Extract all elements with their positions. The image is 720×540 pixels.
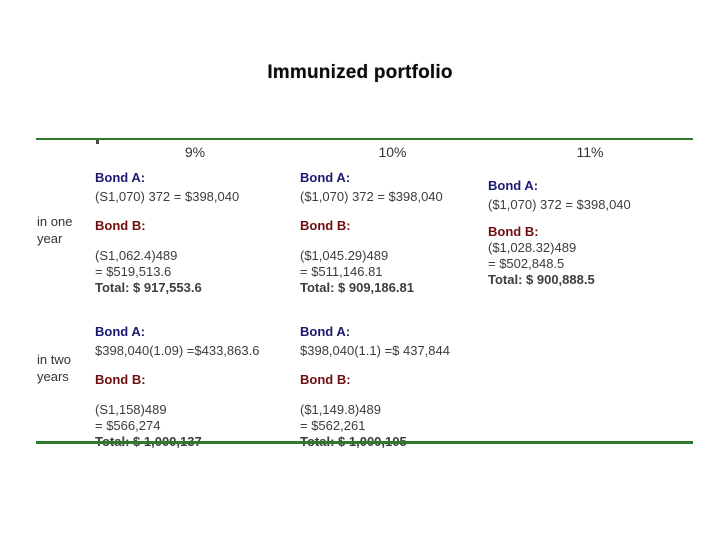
bond-a-label: Bond A: xyxy=(300,324,351,339)
bond-b-label: Bond B: xyxy=(95,218,146,233)
bond-a-calc: $398,040(1.1) =$ 437,844 xyxy=(300,343,450,358)
table-column-tick xyxy=(96,140,99,144)
column-header-10pct: 10% xyxy=(378,144,407,160)
column-header-11pct: 11% xyxy=(576,144,604,160)
bond-b-calc-line2: = $562,261 xyxy=(300,418,366,433)
bond-b-calc-line1: (S1,062.4)489 xyxy=(95,248,178,263)
bond-b-calc-line2: = $502,848.5 xyxy=(488,256,565,271)
bond-a-label: Bond A: xyxy=(95,324,146,339)
bond-b-calc-line1: ($1,045.29)489 xyxy=(300,248,389,263)
cell-total: Total: $ 917,553.6 xyxy=(95,280,202,295)
bond-b-calc-line2: = $511,146.81 xyxy=(300,264,383,279)
cell-two-years-10pct: Bond A: $398,040(1.1) =$ 437,844 Bond B:… xyxy=(300,324,450,450)
cell-total: Total: $ 909,186.81 xyxy=(300,280,414,295)
cell-two-years-9pct: Bond A: $398,040(1.09) =$433,863.6 Bond … xyxy=(95,324,259,450)
bond-a-calc: ($1,070) 372 = $398,040 xyxy=(300,189,443,204)
bond-b-calc-line2: = $566,274 xyxy=(95,418,161,433)
table-bottom-border xyxy=(36,441,693,444)
bond-a-calc: (S1,070) 372 = $398,040 xyxy=(95,189,240,204)
row-label-in-two-years: in two years xyxy=(37,352,71,384)
bond-b-calc-line1: ($1,149.8)489 xyxy=(300,402,381,417)
row-label-in-one-year: in one year xyxy=(37,214,73,246)
table-top-border xyxy=(36,138,693,140)
bond-b-label: Bond B: xyxy=(300,372,351,387)
bond-a-calc: ($1,070) 372 = $398,040 xyxy=(488,197,631,212)
cell-one-year-10pct: Bond A: ($1,070) 372 = $398,040 Bond B: … xyxy=(300,170,443,296)
bond-b-label: Bond B: xyxy=(300,218,351,233)
bond-a-label: Bond A: xyxy=(95,170,146,185)
bond-b-calc-line1: (S1,158)489 xyxy=(95,402,167,417)
bond-b-calc-line2: = $519,513.6 xyxy=(95,264,172,279)
column-header-9pct: 9% xyxy=(184,144,206,160)
cell-total: Total: $ 900,888.5 xyxy=(488,272,595,287)
cell-one-year-9pct: Bond A: (S1,070) 372 = $398,040 Bond B: … xyxy=(95,170,239,296)
bond-a-label: Bond A: xyxy=(488,178,539,193)
bond-b-label: Bond B: xyxy=(95,372,146,387)
slide-title: Immunized portfolio xyxy=(267,62,453,83)
bond-b-calc-line1: ($1,028.32)489 xyxy=(488,240,577,255)
bond-a-calc: $398,040(1.09) =$433,863.6 xyxy=(95,343,260,358)
bond-b-label: Bond B: xyxy=(488,224,539,239)
bond-a-label: Bond A: xyxy=(300,170,351,185)
cell-one-year-11pct: Bond A: ($1,070) 372 = $398,040 Bond B: … xyxy=(488,178,631,288)
